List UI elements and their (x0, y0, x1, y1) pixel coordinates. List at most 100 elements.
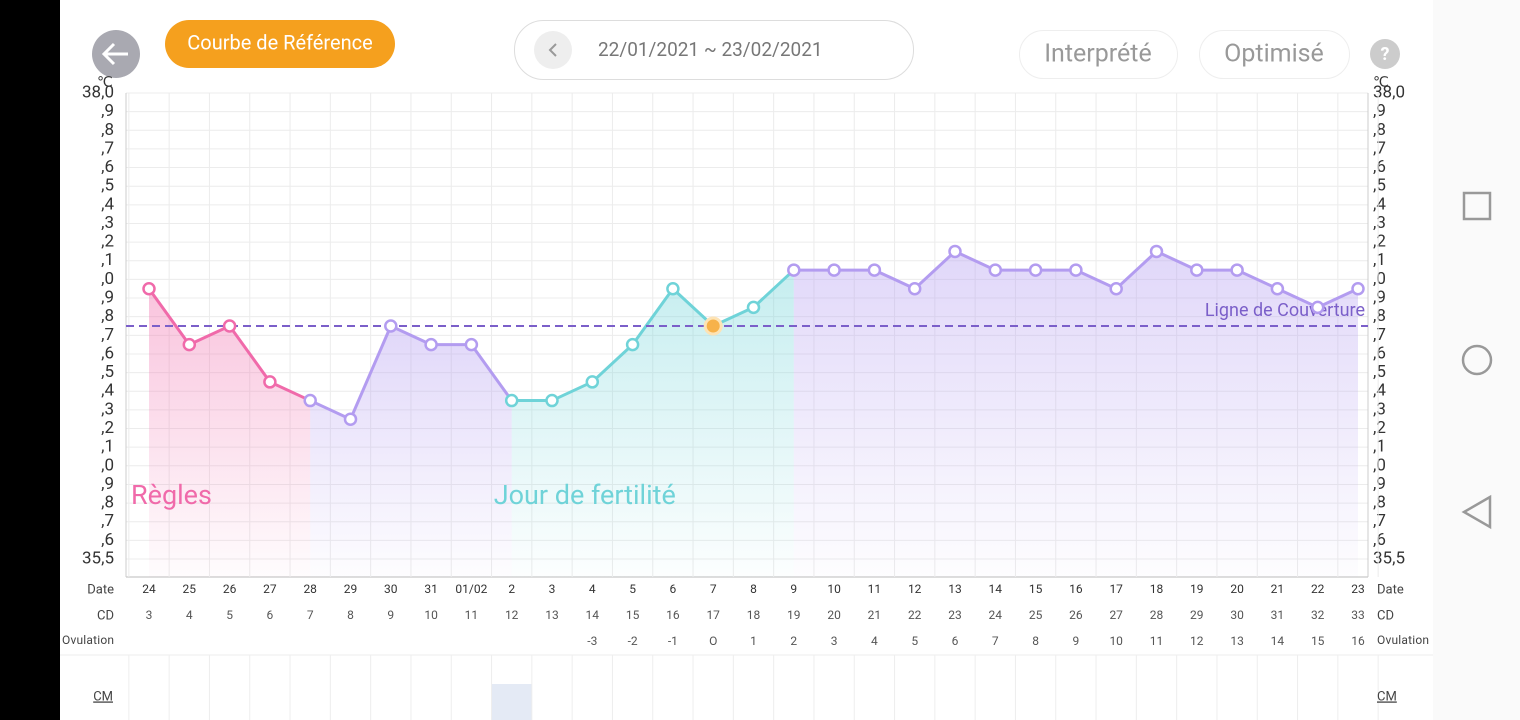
cd-label: 22 (908, 608, 922, 622)
y2-tick-label: ,0 (1373, 455, 1386, 475)
temperature-point (1270, 281, 1285, 296)
unit-label: ℃ (97, 75, 113, 91)
date-label: 14 (989, 582, 1003, 596)
ovulation-day: 3 (831, 634, 838, 648)
temperature-line (309, 323, 513, 422)
date-label: 17 (1109, 582, 1123, 596)
y-tick-label: ,4 (101, 194, 114, 214)
help-button[interactable] (1370, 39, 1400, 69)
optimize-label: Optimisé (1224, 40, 1324, 69)
y-tick-label: ,5 (101, 176, 114, 196)
date-label: 9 (790, 582, 797, 596)
y-tick-label: ,1 (101, 437, 114, 457)
ovulation-day: 10 (1109, 634, 1123, 648)
temperature-point (666, 281, 680, 296)
date-label: 20 (1230, 582, 1244, 596)
date-range-box[interactable] (514, 20, 914, 80)
temperature-point (142, 281, 156, 296)
optimize-button[interactable] (1199, 30, 1350, 79)
phase-area (511, 270, 794, 577)
y-tick-label: ,7 (101, 325, 114, 345)
temperature-point (545, 393, 559, 408)
y-tick-label: ,2 (101, 232, 114, 252)
cd-label: 33 (1351, 608, 1365, 622)
cm-label: CM (1377, 689, 1397, 704)
y2-tick-label: ,6 (1373, 343, 1386, 363)
y-tick-label: ,6 (101, 343, 114, 363)
ovulation-day: 13 (1230, 634, 1244, 648)
cd-label: 11 (465, 608, 479, 622)
cd-label: 12 (505, 608, 519, 622)
cd-label: 23 (948, 608, 962, 622)
y-tick-label: ,3 (101, 399, 114, 419)
cd-label: 29 (1190, 608, 1204, 622)
temperature-point (1028, 263, 1043, 277)
ovulation-day: 12 (1190, 634, 1204, 648)
y2-tick-label: ,1 (1373, 250, 1386, 270)
nav-bar (1433, 0, 1520, 720)
interpret-button[interactable] (1019, 30, 1178, 79)
ovulation-day: 6 (952, 634, 959, 648)
date-label: 18 (1150, 582, 1164, 596)
y-tick-label: 38,0 (82, 82, 114, 102)
ovulation-day: 7 (992, 634, 999, 648)
y-tick-label: ,4 (101, 381, 114, 401)
date-label: 21 (1271, 582, 1285, 596)
y2-tick-label: ,8 (1373, 306, 1386, 326)
home-button[interactable] (1461, 344, 1493, 376)
temperature-point (867, 263, 882, 277)
reference-button[interactable] (165, 20, 395, 68)
y-tick-label: ,7 (101, 511, 114, 531)
back-button[interactable] (92, 30, 140, 78)
coverline-label: Ligne de Couverture (1205, 300, 1365, 321)
temperature-point (625, 337, 640, 352)
cd-label: 4 (186, 608, 193, 622)
y2-tick-label: ,3 (1373, 399, 1386, 419)
cd-label: 17 (706, 608, 720, 622)
y2-tick-label: ,9 (1373, 288, 1386, 308)
ovulation-day: 2 (790, 634, 797, 648)
temperature-point (585, 375, 600, 389)
recent-button[interactable] (1462, 191, 1492, 221)
temperature-point (504, 393, 519, 408)
temperature-point (907, 281, 922, 296)
y2-tick-label: ,8 (1373, 120, 1386, 140)
temperature-point (182, 337, 197, 352)
cd-label: 8 (347, 608, 354, 622)
date-label: 11 (868, 582, 882, 596)
temperature-line (511, 268, 795, 403)
date-label: 25 (183, 582, 197, 596)
y-tick-label: ,0 (101, 455, 114, 475)
temperature-point (988, 263, 1003, 277)
date-label: 2 (508, 582, 515, 596)
temperature-point (1351, 281, 1365, 296)
ovulation-day: -2 (628, 634, 638, 648)
row-label: CD (97, 608, 114, 623)
ovulation-day: 4 (871, 634, 878, 648)
cd-label: 15 (626, 608, 640, 622)
date-label: 28 (303, 582, 317, 596)
cd-label: 14 (586, 608, 600, 622)
y2-tick-label: ,3 (1373, 213, 1386, 233)
y-tick-label: ,0 (101, 269, 114, 289)
y2-tick-label: 35,5 (1373, 548, 1405, 568)
back-nav-button[interactable] (1461, 494, 1492, 530)
ovulation-day: O (709, 634, 717, 648)
phase-area (793, 251, 1358, 577)
y-tick-label: ,6 (101, 530, 114, 550)
phase-label: Règles (131, 479, 212, 511)
date-label: 30 (384, 582, 398, 596)
interpret-label: Interprété (1044, 40, 1151, 69)
cd-label: 28 (1150, 608, 1164, 622)
y2-tick-label: ,4 (1373, 381, 1386, 401)
temperature-point (746, 300, 761, 315)
y-tick-label: ,5 (101, 362, 114, 382)
cd-label: 31 (1271, 608, 1285, 622)
temperature-point (343, 412, 358, 426)
cm-cell (492, 684, 532, 720)
y2-tick-label: ,1 (1373, 437, 1386, 457)
date-label: 24 (142, 582, 156, 596)
cd-label: 18 (747, 608, 761, 622)
temperature-point (424, 337, 438, 352)
